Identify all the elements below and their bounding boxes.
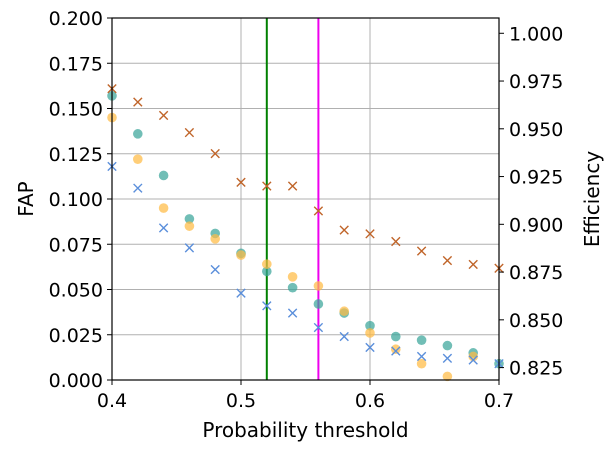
data-point xyxy=(133,154,143,164)
data-point xyxy=(210,148,220,159)
data-point xyxy=(262,181,272,191)
data-point xyxy=(416,358,427,369)
data-point xyxy=(184,127,195,138)
data-point xyxy=(391,346,401,356)
data-point xyxy=(133,183,143,193)
data-point xyxy=(133,129,143,139)
data-point xyxy=(158,223,169,233)
data-point xyxy=(287,181,298,191)
data-point xyxy=(391,331,401,342)
data-point xyxy=(365,320,375,331)
x-tick-label: 0.5 xyxy=(226,390,256,412)
data-point xyxy=(442,353,453,363)
data-point xyxy=(442,340,453,351)
data-point xyxy=(313,206,324,216)
y-right-tick-label: 1.000 xyxy=(509,23,563,45)
data-point xyxy=(365,229,375,239)
y-left-tick-label: 0.100 xyxy=(49,189,103,211)
data-point xyxy=(158,170,169,181)
threshold-lines xyxy=(265,18,320,380)
x-tick-label: 0.4 xyxy=(97,390,127,412)
data-point xyxy=(391,236,401,247)
data-point xyxy=(287,272,298,282)
data-point xyxy=(339,225,349,235)
y-right-tick-label: 0.950 xyxy=(509,119,563,141)
x-axis-title: Probability threshold xyxy=(202,418,408,442)
data-point xyxy=(210,234,220,244)
data-point xyxy=(365,342,375,353)
data-point xyxy=(287,308,298,318)
data-point xyxy=(391,344,401,355)
y-right-tick-label: 0.825 xyxy=(509,358,563,380)
y-right-tick-label: 0.925 xyxy=(509,167,563,189)
y-axis-left-title: FAP xyxy=(14,181,38,216)
y-left-tick-label: 0.050 xyxy=(49,280,103,302)
y-right-tick-label: 0.850 xyxy=(509,310,563,332)
data-point xyxy=(210,264,220,275)
y-right-tick-label: 0.975 xyxy=(509,71,563,93)
y-right-tick-label: 0.875 xyxy=(509,262,563,284)
data-point xyxy=(184,221,195,231)
series-fap-teal xyxy=(107,91,504,369)
tick-layer: 0.4 0.5 0.6 0.7 0.000 0.025 0.050 0.075 0.100 0.1… xyxy=(49,8,564,412)
data-point xyxy=(313,299,324,309)
data-point xyxy=(133,97,143,107)
y-left-tick-label: 0.125 xyxy=(49,144,103,166)
data-point xyxy=(262,259,272,269)
y-left-tick-label: 0.075 xyxy=(49,234,103,256)
data-point xyxy=(236,288,246,298)
x-tick-label: 0.7 xyxy=(484,390,514,412)
y-left-tick-label: 0.175 xyxy=(49,53,103,75)
data-point xyxy=(416,351,427,362)
y-axis-right-title: Efficiency xyxy=(580,151,604,248)
data-point xyxy=(184,214,195,224)
data-point xyxy=(365,328,375,338)
data-series xyxy=(107,83,504,382)
grid-layer xyxy=(111,17,500,381)
y-left-tick-label: 0.000 xyxy=(49,370,103,392)
data-point xyxy=(416,246,427,256)
x-tick-label: 0.6 xyxy=(355,390,385,412)
data-point xyxy=(339,331,349,342)
data-point xyxy=(287,282,298,293)
data-point xyxy=(339,306,350,317)
y-left-tick-label: 0.025 xyxy=(49,325,103,347)
data-point xyxy=(158,110,169,121)
data-point xyxy=(184,243,195,253)
data-point xyxy=(468,351,479,362)
data-point xyxy=(262,266,272,277)
data-point xyxy=(158,203,169,213)
series-fap-blue xyxy=(107,161,504,369)
data-point xyxy=(313,322,324,333)
data-point xyxy=(442,255,453,266)
y-left-tick-label: 0.200 xyxy=(49,8,103,30)
data-point xyxy=(416,335,427,345)
data-point xyxy=(262,301,272,311)
data-point xyxy=(442,371,453,382)
data-point xyxy=(236,177,246,187)
data-point xyxy=(468,355,478,365)
data-point xyxy=(236,250,246,260)
data-point xyxy=(468,259,478,270)
y-left-tick-label: 0.150 xyxy=(49,99,103,121)
y-right-tick-label: 0.900 xyxy=(509,214,563,236)
data-point xyxy=(313,281,324,291)
